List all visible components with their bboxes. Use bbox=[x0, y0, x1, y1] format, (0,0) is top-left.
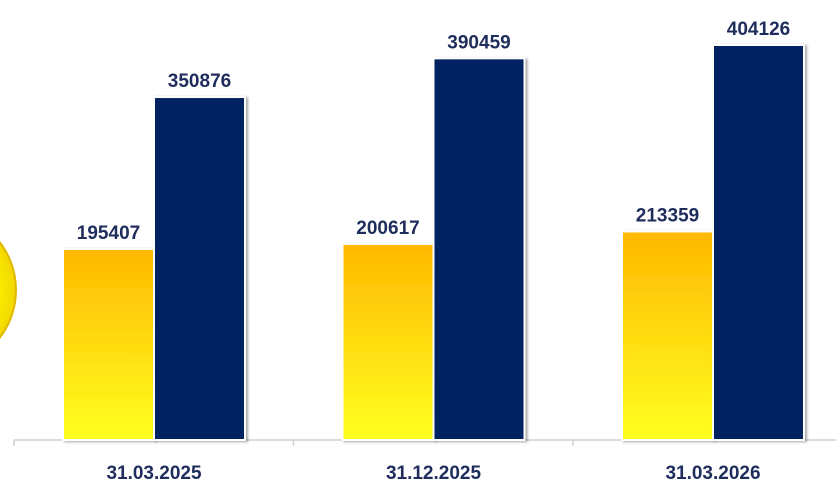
value-label: 213359 bbox=[636, 205, 699, 226]
value-label: 200617 bbox=[356, 218, 419, 239]
value-label: 404126 bbox=[727, 19, 790, 40]
category-labels-group: 31.03.2025 31.12.2025 31.03.2026 bbox=[106, 463, 760, 484]
x-axis-ticks bbox=[13, 440, 574, 446]
decorative-circle bbox=[0, 241, 17, 339]
bars-group bbox=[62, 44, 805, 442]
category-label: 31.03.2026 bbox=[665, 463, 760, 484]
value-label: 350876 bbox=[168, 71, 231, 92]
value-label: 390459 bbox=[447, 32, 510, 53]
value-labels-group: 195407 350876 200617 390459 213359 404126 bbox=[77, 19, 790, 244]
category-label: 31.12.2025 bbox=[386, 463, 482, 484]
bar-series-1-31.03.2026 bbox=[621, 230, 714, 441]
bar-series-2-31.03.2025 bbox=[153, 96, 246, 441]
bar-series-2-31.03.2026 bbox=[712, 44, 805, 441]
value-label: 195407 bbox=[77, 223, 140, 244]
bar-series-1-31.03.2025 bbox=[62, 248, 155, 441]
category-label: 31.03.2025 bbox=[106, 463, 202, 484]
bar-series-1-31.12.2025 bbox=[341, 242, 435, 441]
bar-series-2-31.12.2025 bbox=[432, 57, 526, 442]
